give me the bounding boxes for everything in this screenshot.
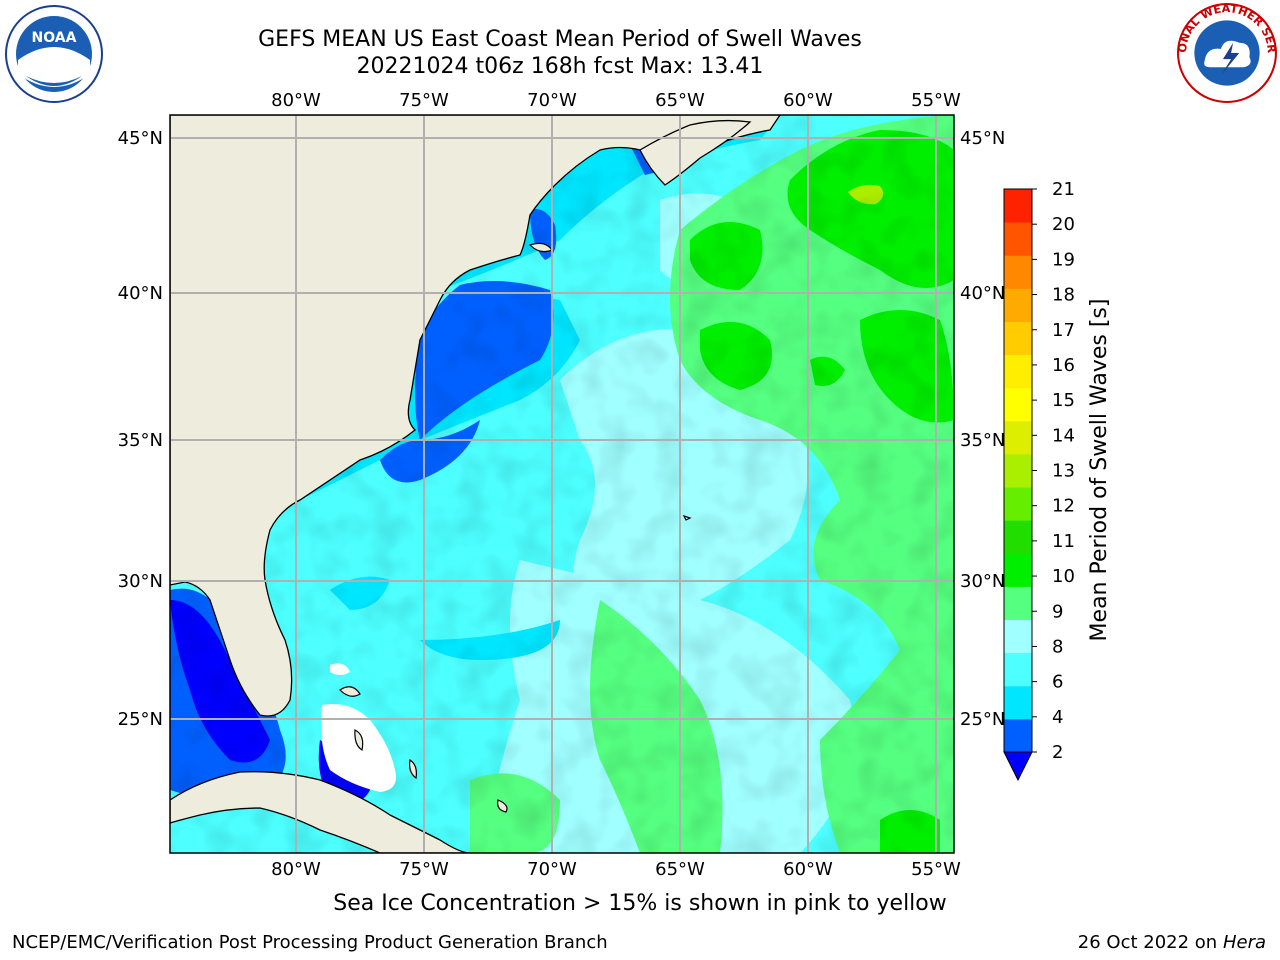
nws-logo: NATIONAL WEATHER SERVICE — [1176, 2, 1278, 103]
colorbar-tick-label: 21 — [1052, 179, 1075, 200]
lon-label-bottom: 80°W — [271, 859, 321, 880]
colorbar-segment — [1004, 718, 1032, 753]
colorbar-tick-label: 13 — [1052, 461, 1075, 482]
colorbar-segment — [1004, 652, 1032, 687]
map-frame — [169, 114, 955, 854]
colorbar-segment — [1004, 685, 1032, 720]
lat-label-left: 45°N — [118, 128, 163, 149]
colorbar-label: Mean Period of Swell Waves [s] — [1087, 299, 1112, 642]
map-title: GEFS MEAN US East Coast Mean Period of S… — [258, 27, 862, 52]
footer-date-text: 26 Oct 2022 on — [1077, 932, 1223, 953]
lon-label-bottom: 60°W — [783, 859, 833, 880]
colorbar: 2 4 6 8 9 10 11 12 13 14 15 16 17 18 19 20 21 — [1003, 179, 1075, 782]
lat-label-left: 25°N — [118, 709, 163, 730]
colorbar-segment — [1004, 487, 1032, 521]
colorbar-tick-label: 19 — [1052, 249, 1075, 270]
colorbar-tick-label: 18 — [1052, 285, 1075, 306]
noaa-logo-text: NOAA — [32, 30, 77, 46]
lon-label-top: 70°W — [527, 90, 577, 111]
footer-credit: NCEP/EMC/Verification Post Processing Pr… — [12, 932, 608, 953]
colorbar-segment — [1004, 619, 1032, 654]
graticule — [170, 115, 954, 853]
colorbar-segment — [1004, 288, 1032, 322]
colorbar-segment — [1004, 453, 1032, 488]
lat-label-right: 35°N — [960, 430, 1005, 451]
colorbar-tick-label: 2 — [1052, 742, 1063, 763]
lat-label-left: 40°N — [118, 283, 163, 304]
lon-label-bottom: 65°W — [655, 859, 705, 880]
lon-label-bottom: 75°W — [399, 859, 449, 880]
colorbar-segment — [1004, 189, 1032, 223]
colorbar-segment — [1004, 222, 1032, 256]
colorbar-segment — [1004, 255, 1032, 289]
lon-label-top: 55°W — [911, 90, 961, 111]
lon-label-top: 60°W — [783, 90, 833, 111]
colorbar-under-triangle — [1003, 751, 1033, 782]
footer-machine: Hera — [1222, 932, 1266, 953]
colorbar-segment — [1004, 321, 1032, 356]
footer-date: 26 Oct 2022 on Hera — [1078, 932, 1266, 953]
colorbar-segment — [1004, 586, 1032, 621]
lat-label-right: 40°N — [960, 283, 1005, 304]
colorbar-tick-label: 8 — [1052, 636, 1063, 657]
noaa-logo: NOAA — [5, 5, 103, 103]
bahamas-mask — [321, 663, 396, 792]
map-subtitle: 20221024 t06z 168h fcst Max: 13.41 — [356, 54, 764, 79]
colorbar-tick-label: 4 — [1052, 707, 1063, 728]
colorbar-tick-label: 17 — [1052, 320, 1075, 341]
land-cuba — [170, 771, 471, 853]
lat-label-left: 30°N — [118, 571, 163, 592]
colorbar-segment — [1004, 354, 1032, 389]
lon-label-top: 80°W — [271, 90, 321, 111]
colorbar-tick-label: 15 — [1052, 390, 1075, 411]
colorbar-tick-label: 20 — [1052, 214, 1075, 235]
small-islands — [339, 242, 692, 813]
lon-label-top: 65°W — [655, 90, 705, 111]
colorbar-tick-label: 11 — [1052, 531, 1075, 552]
lat-label-right: 30°N — [960, 571, 1005, 592]
colorbar-tick-label: 14 — [1052, 425, 1075, 446]
lat-label-right: 25°N — [960, 709, 1005, 730]
colorbar-segment — [1004, 520, 1032, 554]
colorbar-segment — [1004, 420, 1032, 455]
land-nova-scotia — [639, 119, 752, 186]
colorbar-tick-label: 12 — [1052, 496, 1075, 517]
colorbar-tick-label: 10 — [1052, 566, 1075, 587]
colorbar-tick-label: 9 — [1052, 601, 1063, 622]
swell-period-field — [170, 115, 954, 853]
colorbar-tick-label: 16 — [1052, 355, 1075, 376]
colorbar-tick-label: 6 — [1052, 672, 1063, 693]
sea-ice-note: Sea Ice Concentration > 15% is shown in … — [333, 891, 947, 916]
colorbar-segment — [1004, 553, 1032, 587]
lat-label-left: 35°N — [118, 430, 163, 451]
lon-label-bottom: 70°W — [527, 859, 577, 880]
land-north-america — [170, 115, 781, 717]
lat-label-right: 45°N — [960, 128, 1005, 149]
colorbar-segment — [1004, 387, 1032, 422]
lon-label-bottom: 55°W — [911, 859, 961, 880]
lon-label-top: 75°W — [399, 90, 449, 111]
